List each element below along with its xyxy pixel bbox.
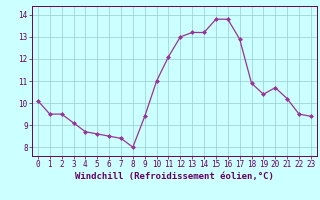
X-axis label: Windchill (Refroidissement éolien,°C): Windchill (Refroidissement éolien,°C) [75, 172, 274, 181]
